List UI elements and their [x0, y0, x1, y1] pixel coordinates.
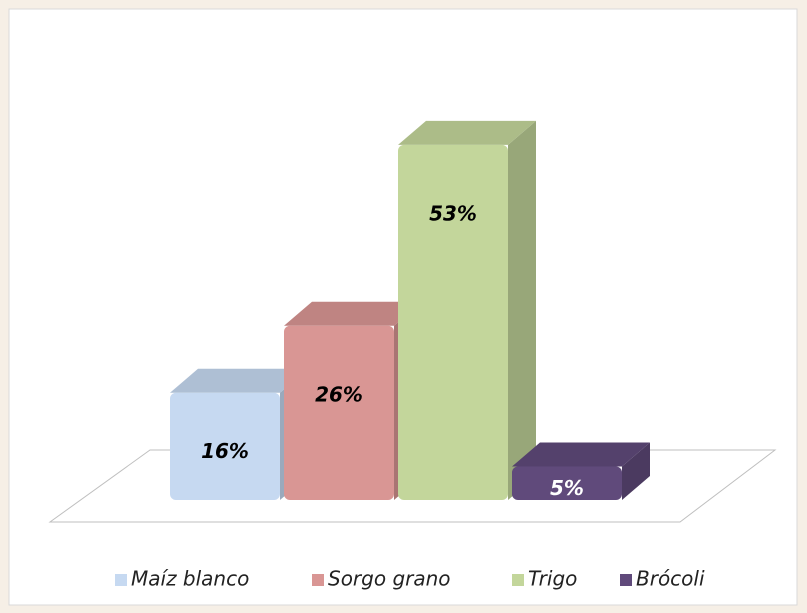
bar [398, 144, 508, 500]
legend-swatch [620, 574, 632, 586]
legend-label: Sorgo grano [328, 567, 451, 591]
bar [284, 325, 394, 500]
bar-top [170, 368, 308, 393]
legend-swatch [312, 574, 324, 586]
legend-label: Maíz blanco [131, 567, 249, 591]
legend-label: Trigo [528, 567, 577, 591]
value-label: 26% [315, 382, 363, 406]
value-label: 5% [550, 476, 584, 500]
legend-label: Brócoli [636, 567, 705, 591]
bar-top [512, 442, 650, 467]
bar-side [508, 120, 536, 501]
bar [170, 392, 280, 500]
value-label: 53% [429, 201, 477, 225]
bar [512, 466, 622, 500]
bar-top [398, 120, 536, 145]
value-label: 16% [201, 439, 249, 463]
legend-swatch [512, 574, 524, 586]
legend-swatch [115, 574, 127, 586]
bar-side [622, 442, 650, 500]
bar-top [284, 301, 422, 326]
